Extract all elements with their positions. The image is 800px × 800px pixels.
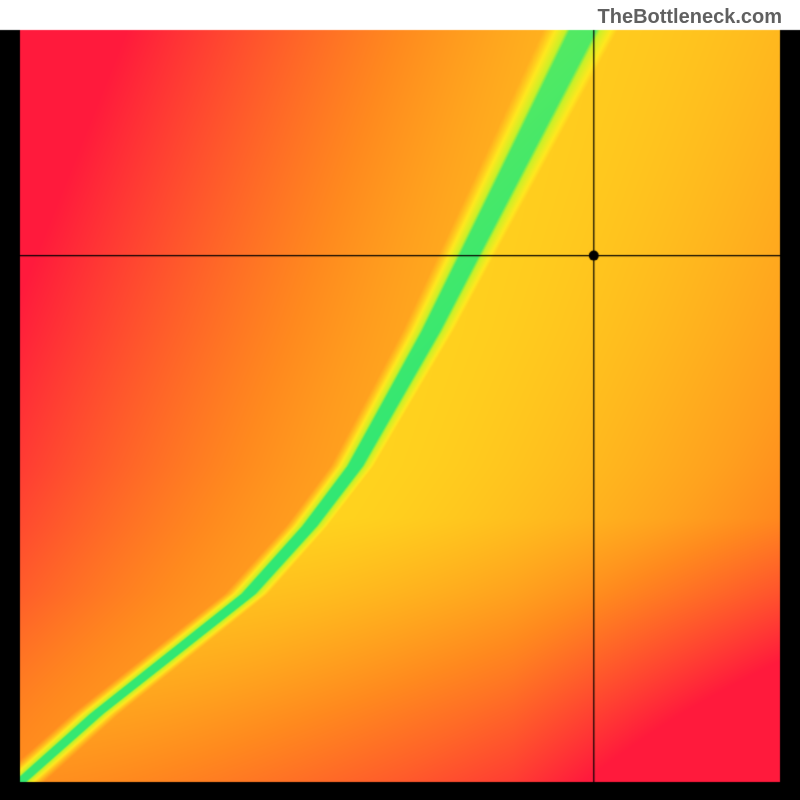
heatmap-canvas xyxy=(0,0,800,800)
watermark-label: TheBottleneck.com xyxy=(598,6,782,29)
chart-container: TheBottleneck.com xyxy=(0,0,800,800)
